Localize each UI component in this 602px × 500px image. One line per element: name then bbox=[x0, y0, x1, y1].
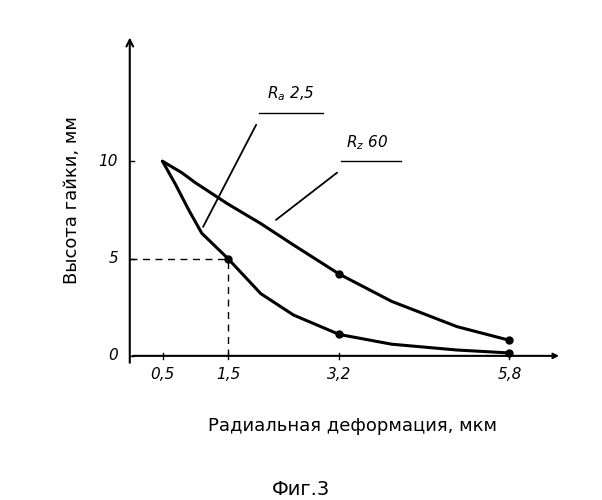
Point bbox=[504, 336, 514, 344]
Text: 5: 5 bbox=[108, 251, 118, 266]
Text: 0: 0 bbox=[108, 348, 118, 364]
X-axis label: Радиальная деформация, мкм: Радиальная деформация, мкм bbox=[208, 417, 497, 435]
Text: Фиг.3: Фиг.3 bbox=[272, 480, 330, 499]
Point bbox=[335, 270, 344, 278]
Point bbox=[223, 254, 233, 262]
Text: 5,8: 5,8 bbox=[497, 366, 522, 382]
Text: $R_z$ 60: $R_z$ 60 bbox=[346, 133, 388, 152]
Point bbox=[335, 330, 344, 338]
Point bbox=[504, 349, 514, 357]
Text: 3,2: 3,2 bbox=[327, 366, 352, 382]
Text: 0,5: 0,5 bbox=[150, 366, 175, 382]
Text: 1,5: 1,5 bbox=[216, 366, 240, 382]
Text: 10: 10 bbox=[99, 154, 118, 168]
Y-axis label: Высота гайки, мм: Высота гайки, мм bbox=[63, 116, 81, 284]
Text: $R_a$ 2,5: $R_a$ 2,5 bbox=[267, 84, 315, 103]
